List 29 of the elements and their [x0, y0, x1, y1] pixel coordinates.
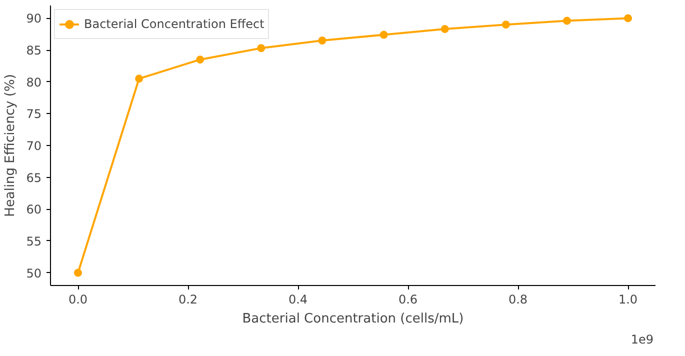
y-tick-label: 75	[26, 107, 42, 122]
point	[624, 14, 632, 22]
x-tick-label: 0.0	[68, 292, 88, 306]
legend-label: Bacterial Concentration Effect	[84, 17, 264, 31]
y-tick-label: 55	[26, 234, 42, 248]
y-tick-label: 50	[26, 266, 42, 280]
point	[318, 36, 326, 44]
y-tick-label: 80	[26, 75, 42, 90]
x-axis-title: Bacterial Concentration (cells/mL)	[242, 312, 464, 326]
x-tick-label: 0.4	[288, 292, 308, 306]
x-tick-label: 0.2	[178, 292, 198, 306]
x-tick-label: 0.8	[508, 292, 528, 306]
y-tick-label: 65	[26, 170, 42, 185]
y-tick-label: 90	[26, 12, 42, 26]
y-tick-label: 60	[26, 202, 42, 217]
text: 1e9	[630, 332, 654, 346]
point	[502, 20, 510, 29]
point	[257, 44, 266, 52]
point	[562, 16, 571, 25]
x-tick-label: 0.6	[398, 292, 418, 306]
y-axis-title: Healing Efficiency (%)	[3, 74, 18, 217]
point	[196, 56, 204, 64]
y-tick-label: 85	[26, 44, 42, 58]
x-tick-label: 1.0	[618, 292, 638, 306]
y-tick-label: 70	[26, 139, 42, 153]
point	[440, 25, 449, 34]
point	[380, 30, 388, 39]
point	[135, 74, 144, 83]
point	[74, 268, 82, 277]
